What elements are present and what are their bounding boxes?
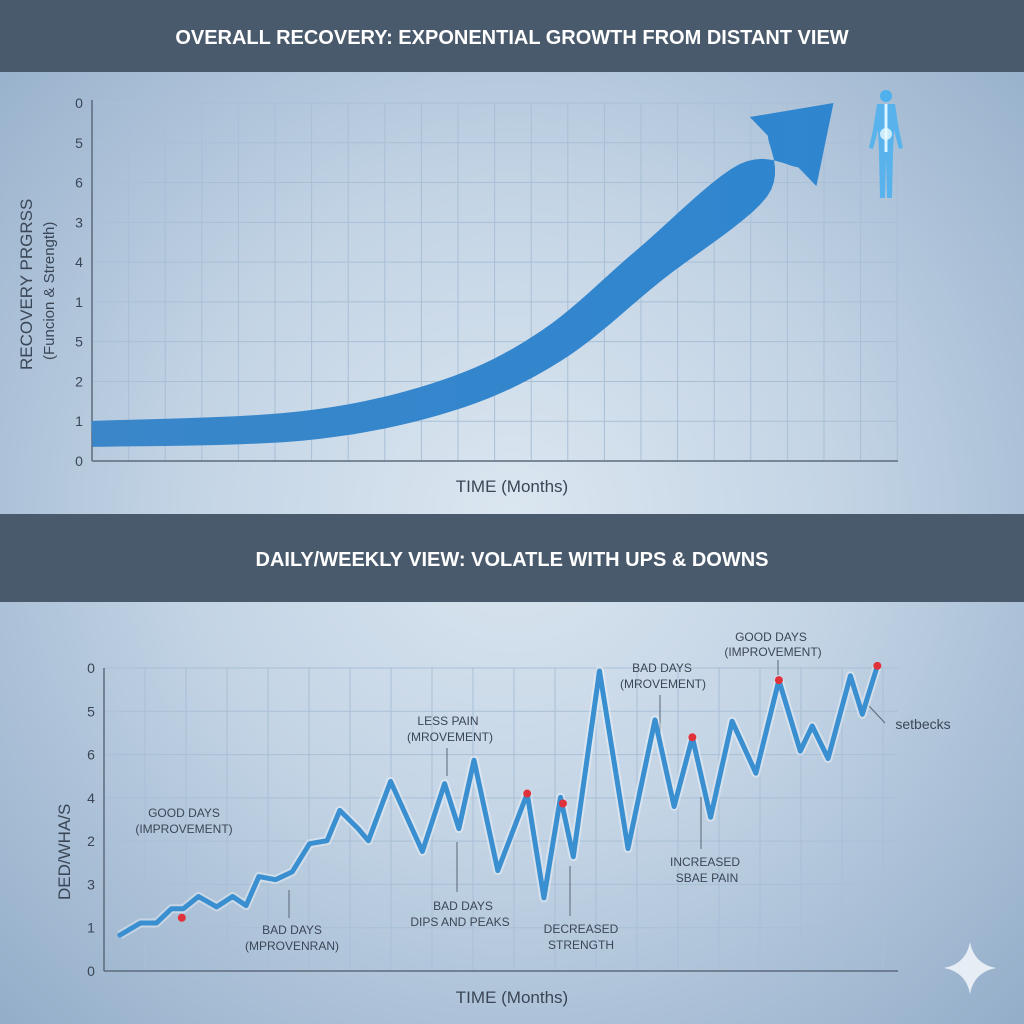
bottom-y-label: DED/WHA/S (55, 804, 74, 900)
annotation-increased-pain: INCREASED (670, 855, 740, 869)
top-series (91, 103, 834, 447)
annotation-less-pain: LESS PAIN (417, 714, 478, 728)
sparkle-icon (944, 942, 996, 994)
top-chart: 0 1 2 5 1 4 3 6 5 0 TIME (Months) RECOVERY PRGRSS… (17, 90, 903, 496)
top-x-label: TIME (Months) (456, 477, 568, 496)
annotation-decreased-strength-sub: STRENGTH (548, 938, 614, 952)
annotation-good-days-2: GOOD DAYS (735, 630, 807, 644)
annotation-bad-days-3: BAD DAYS (632, 661, 692, 675)
growth-arrow-band (91, 103, 834, 447)
annotation-leaders (288, 660, 886, 918)
highlight-marker (688, 733, 697, 742)
y-tick-label: 6 (75, 175, 83, 191)
y-tick-label: 6 (87, 747, 95, 763)
y-tick-label: 0 (75, 95, 83, 111)
annotation-bad-days-2: BAD DAYS (433, 899, 493, 913)
y-tick-label: 1 (87, 920, 95, 936)
annotation-setbacks: setbecks (895, 716, 950, 732)
annotation-good-days-1-sub: (IMPROVEMENT) (135, 822, 232, 836)
y-tick-label: 3 (87, 876, 95, 892)
progress-line (117, 663, 880, 938)
y-tick-label: 0 (87, 963, 95, 979)
y-tick-label: 3 (75, 214, 83, 230)
bottom-chart-title: DAILY/WEEKLY VIEW: VOLATLE WITH UPS & DO… (256, 549, 769, 571)
y-tick-label: 2 (87, 833, 95, 849)
highlight-marker (774, 676, 783, 685)
bottom-x-label: TIME (Months) (456, 988, 568, 1007)
y-tick-label: 5 (75, 334, 83, 350)
top-y-ticks: 0 1 2 5 1 4 3 6 5 0 (75, 95, 83, 469)
annotation-bad-days-1-sub: (MPROVENRAN) (245, 939, 339, 953)
top-chart-title: OVERALL RECOVERY: EXPONENTIAL GROWTH FRO… (175, 27, 848, 49)
highlight-marker (523, 789, 532, 798)
annotation-increased-pain-sub: SBAE PAIN (676, 871, 738, 885)
bottom-y-ticks: 0 1 3 2 4 6 5 0 (87, 660, 95, 979)
human-spine-figure-icon (869, 90, 903, 198)
annotation-bad-days-3-sub: (MROVEMENT) (620, 677, 706, 691)
highlight-marker (177, 913, 186, 922)
bottom-header-bar (0, 514, 1024, 602)
y-tick-label: 5 (75, 135, 83, 151)
annotation-good-days-2-sub: (IMPROVEMENT) (724, 645, 821, 659)
bottom-chart: 0 1 3 2 4 6 5 0 GOOD DAYS (IMPROVEMENT) BAD DAY… (55, 630, 951, 1007)
annotation-less-pain-sub: (MROVEMENT) (407, 730, 493, 744)
annotation-bad-days-2-sub: DIPS AND PEAKS (410, 915, 509, 929)
y-tick-label: 1 (75, 413, 83, 429)
annotation-decreased-strength: DECREASED (544, 922, 619, 936)
y-tick-label: 2 (75, 373, 83, 389)
top-y-sublabel: (Funcion & Strength) (41, 222, 58, 360)
highlight-marker (558, 799, 567, 808)
top-y-label: RECOVERY PRGRSS (17, 199, 36, 370)
y-tick-label: 4 (87, 790, 95, 806)
y-tick-label: 4 (75, 254, 83, 270)
y-tick-label: 5 (87, 703, 95, 719)
highlight-marker (873, 661, 882, 670)
y-tick-label: 1 (75, 294, 83, 310)
annotation-bad-days-1: BAD DAYS (262, 923, 322, 937)
bottom-series (117, 661, 882, 939)
y-tick-label: 0 (75, 453, 83, 469)
annotation-good-days-1: GOOD DAYS (148, 806, 220, 820)
y-tick-label: 0 (87, 660, 95, 676)
top-header-bar (0, 0, 1024, 72)
